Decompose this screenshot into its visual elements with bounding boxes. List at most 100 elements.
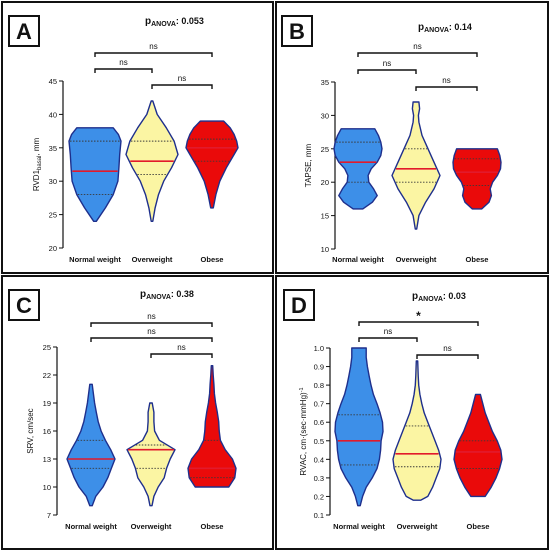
x-category-label: Obese bbox=[201, 255, 224, 264]
y-tick-label: 30 bbox=[49, 177, 57, 186]
y-tick-label: 7 bbox=[47, 511, 51, 520]
x-category-label: Normal weight bbox=[332, 255, 384, 264]
y-tick-label: 13 bbox=[43, 455, 51, 464]
significance-bracket bbox=[90, 337, 213, 342]
violin-2 bbox=[126, 402, 176, 507]
x-category-label: Normal weight bbox=[69, 255, 121, 264]
y-tick-label: 15 bbox=[321, 212, 329, 221]
anova-title: pANOVA: 0.053 bbox=[145, 16, 204, 28]
violin-3 bbox=[187, 365, 237, 488]
violin-1 bbox=[66, 383, 116, 507]
significance-bracket bbox=[358, 321, 479, 326]
x-category-label: Normal weight bbox=[65, 522, 117, 531]
y-axis-label: TAPSE, mm bbox=[304, 143, 313, 187]
significance-bracket bbox=[151, 84, 213, 89]
y-tick-label: 10 bbox=[43, 483, 51, 492]
significance-label: ns bbox=[149, 42, 157, 51]
violin-1 bbox=[333, 128, 383, 210]
y-tick-label: 0.7 bbox=[314, 400, 324, 409]
y-label-main: RVAC, cm·(sec·mmHg) bbox=[299, 392, 308, 476]
x-category-label: Overweight bbox=[131, 522, 172, 531]
significance-label: ns bbox=[147, 327, 155, 336]
y-tick-label: 40 bbox=[49, 110, 57, 119]
x-category-label: Obese bbox=[467, 522, 490, 531]
y-label-suffix: , mm bbox=[32, 138, 41, 156]
anova-value: : 0.053 bbox=[176, 16, 204, 26]
significance-label: ns bbox=[442, 76, 450, 85]
y-tick-label: 0.5 bbox=[314, 437, 324, 446]
anova-subscript: ANOVA bbox=[418, 296, 443, 303]
y-axis-label: RVD1basal, mm bbox=[32, 138, 43, 192]
significance-bracket bbox=[94, 68, 153, 73]
y-tick-label: 19 bbox=[43, 399, 51, 408]
anova-value: : 0.14 bbox=[449, 22, 472, 32]
y-tick-label: 20 bbox=[49, 244, 57, 253]
anova-title: pANOVA: 0.03 bbox=[412, 291, 466, 303]
panel-label-box bbox=[8, 15, 40, 47]
y-tick-label: 20 bbox=[321, 178, 329, 187]
y-label-main: RVD1 bbox=[32, 169, 41, 191]
anova-p: p bbox=[418, 22, 424, 33]
significance-label: ns bbox=[119, 58, 127, 67]
y-axis-label: RVAC, cm·(sec·mmHg)-1 bbox=[299, 387, 308, 475]
panel-label: B bbox=[289, 19, 305, 44]
y-tick-label: 10 bbox=[321, 245, 329, 254]
y-axis-label: SRV, cm/sec bbox=[26, 408, 35, 453]
y-tick-label: 25 bbox=[321, 145, 329, 154]
x-category-label: Overweight bbox=[132, 255, 173, 264]
y-tick-label: 25 bbox=[49, 211, 57, 220]
significance-bracket bbox=[358, 337, 418, 342]
panel-label-box bbox=[283, 289, 315, 321]
significance-bracket bbox=[416, 354, 479, 359]
panel-label: C bbox=[16, 293, 32, 318]
x-category-label: Overweight bbox=[397, 522, 438, 531]
panel-border bbox=[275, 1, 549, 274]
significance-label: ns bbox=[384, 327, 392, 336]
y-tick-label: 0.9 bbox=[314, 363, 324, 372]
anova-title: pANOVA: 0.14 bbox=[418, 22, 472, 34]
y-label-sub: basal bbox=[37, 156, 43, 170]
significance-label: * bbox=[416, 309, 421, 323]
violin-1 bbox=[334, 347, 384, 507]
violin-3 bbox=[452, 148, 502, 210]
y-label-main: TAPSE, mm bbox=[304, 143, 313, 187]
y-label-main: SRV, cm/sec bbox=[26, 408, 35, 453]
significance-bracket bbox=[357, 52, 478, 57]
y-tick-label: 0.2 bbox=[314, 492, 324, 501]
violin-2 bbox=[392, 360, 442, 501]
panel-label: A bbox=[16, 19, 32, 44]
anova-p: p bbox=[145, 16, 151, 27]
panel-border bbox=[1, 275, 274, 550]
significance-bracket bbox=[150, 353, 213, 358]
anova-p: p bbox=[412, 291, 418, 302]
y-tick-label: 35 bbox=[49, 144, 57, 153]
significance-label: ns bbox=[178, 74, 186, 83]
significance-bracket bbox=[90, 322, 213, 327]
significance-label: ns bbox=[443, 344, 451, 353]
significance-bracket bbox=[415, 86, 478, 91]
x-category-label: Obese bbox=[201, 522, 224, 531]
x-category-label: Overweight bbox=[396, 255, 437, 264]
significance-bracket bbox=[94, 52, 213, 57]
y-tick-label: 30 bbox=[321, 111, 329, 120]
violin-1 bbox=[68, 127, 122, 222]
panel-label: D bbox=[291, 293, 307, 318]
significance-label: ns bbox=[383, 59, 391, 68]
panel-label-box bbox=[281, 15, 313, 47]
y-tick-label: 35 bbox=[321, 78, 329, 87]
y-tick-label: 0.8 bbox=[314, 381, 324, 390]
significance-label: ns bbox=[413, 42, 421, 51]
violin-3 bbox=[453, 393, 503, 498]
significance-label: ns bbox=[177, 343, 185, 352]
anova-p: p bbox=[140, 289, 146, 300]
anova-title: pANOVA: 0.38 bbox=[140, 289, 194, 301]
y-tick-label: 25 bbox=[43, 343, 51, 352]
panel-border bbox=[275, 275, 549, 550]
y-label-sup: -1 bbox=[299, 387, 305, 392]
significance-label: ns bbox=[147, 312, 155, 321]
significance-bracket bbox=[357, 69, 417, 74]
y-tick-label: 22 bbox=[43, 371, 51, 380]
anova-subscript: ANOVA bbox=[424, 27, 449, 34]
